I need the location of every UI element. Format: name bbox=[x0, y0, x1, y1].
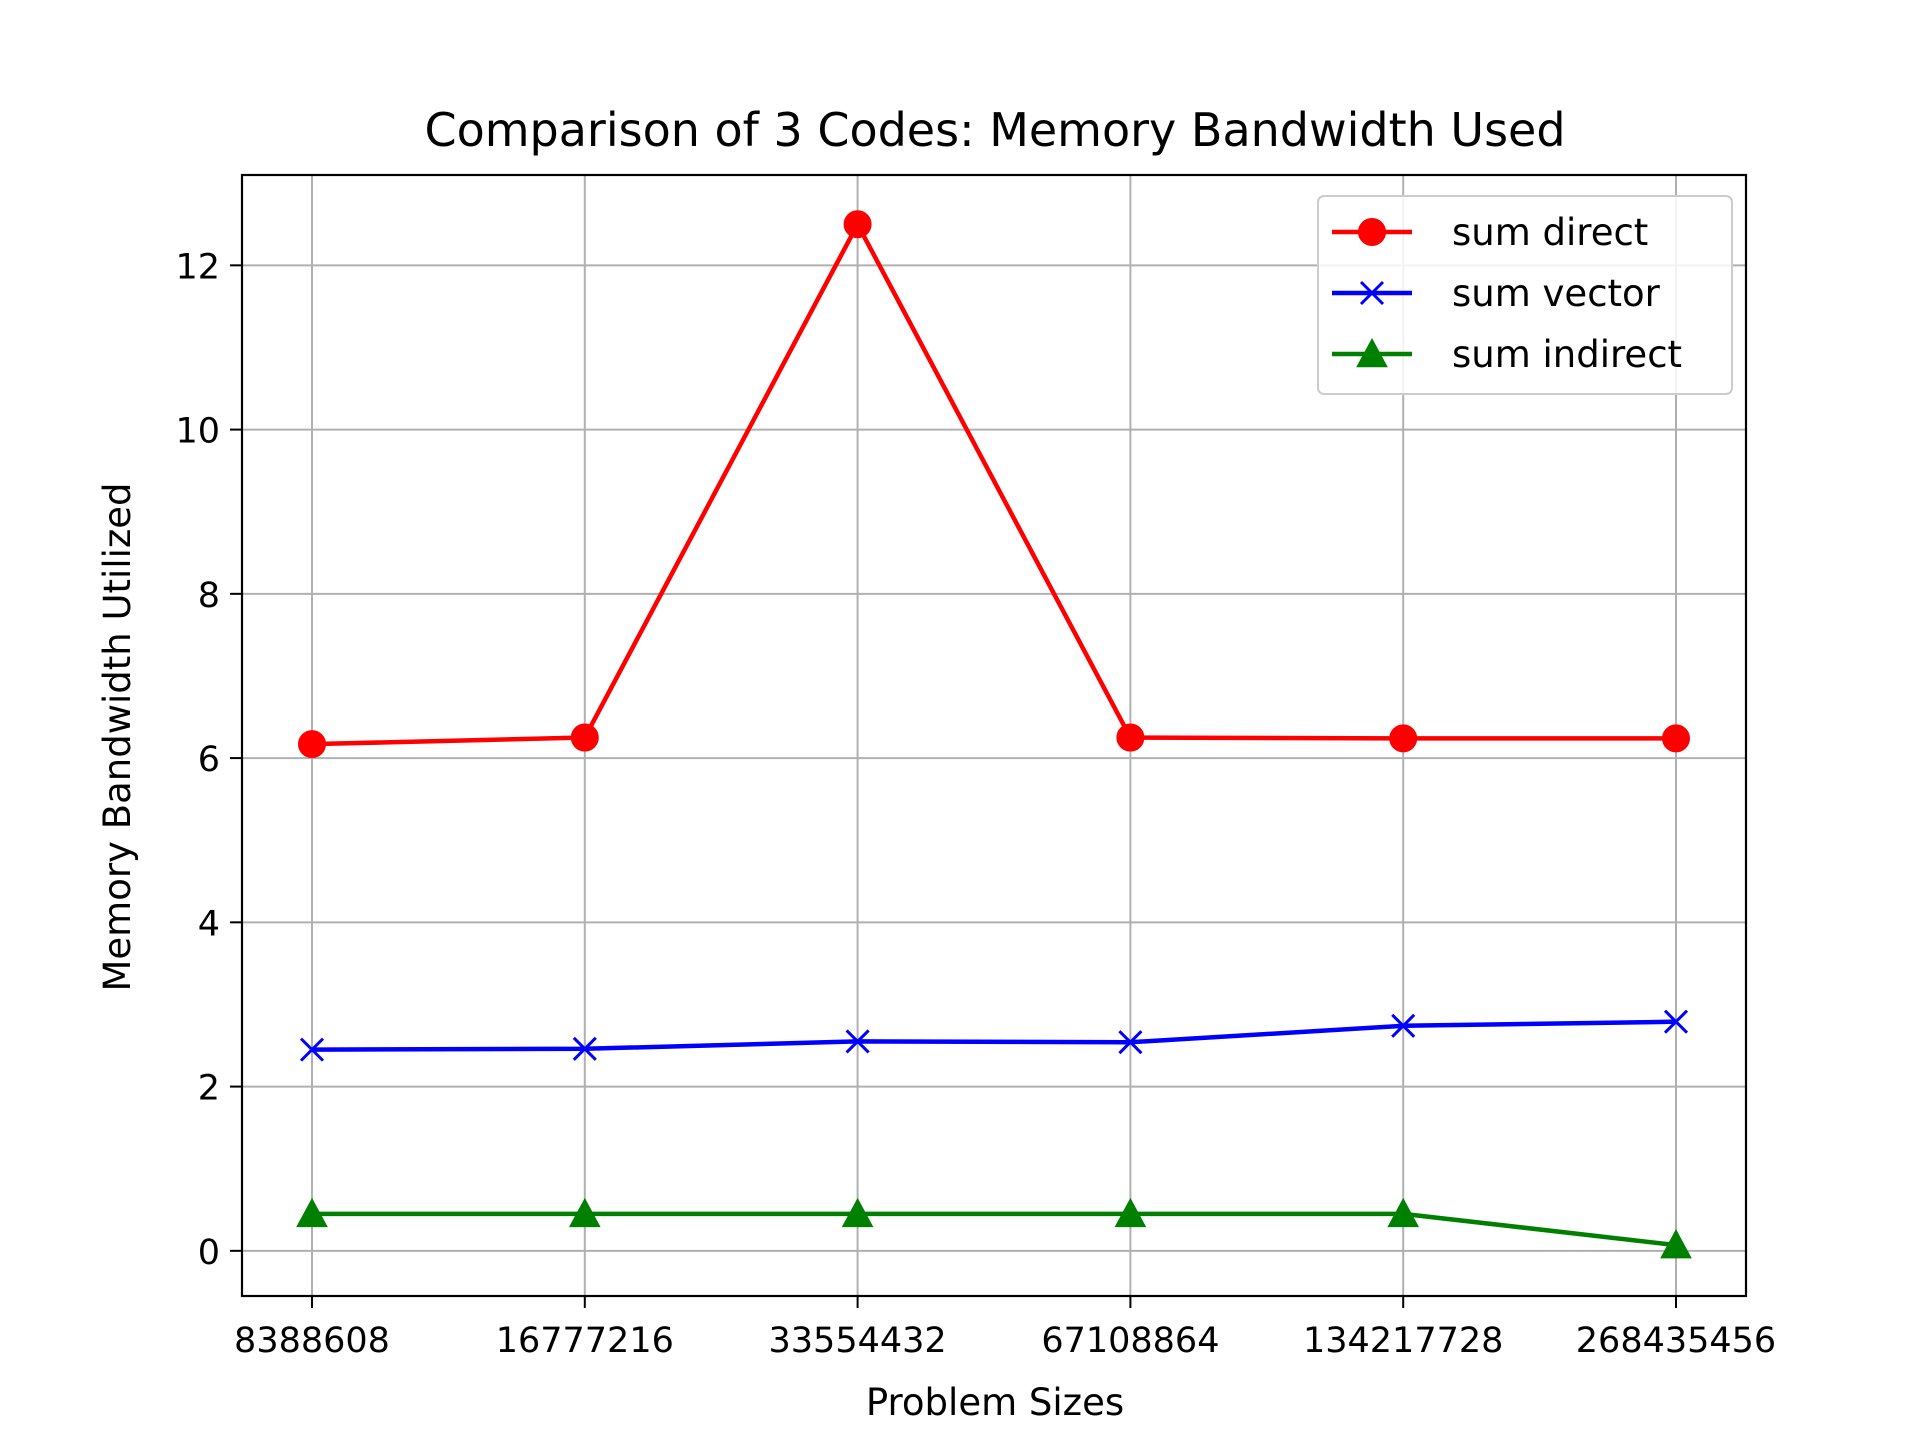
x-tick-label: 268435456 bbox=[1576, 1321, 1776, 1361]
y-tick-label: 0 bbox=[198, 1233, 220, 1273]
data-point bbox=[1116, 723, 1145, 752]
data-point bbox=[1391, 1013, 1416, 1038]
legend-swatch-marker bbox=[1356, 337, 1388, 368]
series-line bbox=[309, 222, 1679, 747]
x-tick-label: 33554432 bbox=[769, 1321, 947, 1361]
data-point bbox=[1118, 1030, 1143, 1055]
data-point bbox=[572, 1036, 597, 1061]
legend-swatch-marker bbox=[1359, 280, 1385, 306]
data-point bbox=[1114, 1197, 1147, 1228]
data-point bbox=[1387, 1197, 1420, 1228]
y-tick-label: 8 bbox=[198, 576, 220, 616]
series-sum-vector bbox=[299, 1009, 1689, 1062]
data-point bbox=[298, 730, 326, 759]
series-layer bbox=[296, 210, 1692, 1259]
y-tick-label: 4 bbox=[198, 904, 220, 944]
chart-title: Comparison of 3 Codes: Memory Bandwidth … bbox=[424, 103, 1565, 157]
legend-entry: sum vector bbox=[1332, 272, 1661, 315]
legend: sum direct sum vector sum indirect bbox=[1317, 195, 1733, 395]
data-point bbox=[570, 723, 599, 752]
data-point bbox=[1663, 1009, 1689, 1034]
x-axis-ticks: 8388608 16777216 33554432 67108864 134217728… bbox=[234, 1296, 1776, 1361]
series-line bbox=[309, 1019, 1679, 1052]
data-point bbox=[843, 210, 872, 239]
data-point bbox=[299, 1037, 325, 1062]
y-tick-label: 12 bbox=[175, 247, 220, 287]
legend-label: sum vector bbox=[1452, 272, 1661, 315]
data-point bbox=[841, 1197, 874, 1228]
y-tick-label: 10 bbox=[175, 412, 220, 452]
series-line bbox=[309, 1211, 1679, 1248]
y-axis-label: Memory Bandwidth Utilized bbox=[96, 482, 139, 991]
x-tick-label: 16777216 bbox=[496, 1321, 674, 1361]
x-tick-label: 8388608 bbox=[234, 1321, 390, 1361]
series-sum-indirect bbox=[296, 1197, 1692, 1259]
x-tick-label: 67108864 bbox=[1041, 1321, 1219, 1361]
legend-label: sum direct bbox=[1452, 211, 1648, 254]
plot-frame bbox=[240, 173, 1748, 1298]
y-tick-label: 2 bbox=[198, 1069, 220, 1109]
y-axis-ticks: 0 2 4 6 8 10 12 bbox=[175, 247, 242, 1273]
y-tick-label: 6 bbox=[198, 740, 220, 780]
legend-entry: sum indirect bbox=[1332, 333, 1682, 376]
legend-swatch-marker bbox=[1358, 218, 1386, 246]
data-point bbox=[1389, 724, 1418, 753]
series-sum-direct bbox=[298, 210, 1690, 759]
legend-box bbox=[1317, 195, 1733, 395]
data-point bbox=[1660, 1229, 1692, 1259]
data-point bbox=[568, 1197, 601, 1228]
x-axis-label: Problem Sizes bbox=[866, 1381, 1124, 1424]
data-point bbox=[845, 1029, 870, 1054]
data-point bbox=[296, 1197, 328, 1228]
legend-label: sum indirect bbox=[1452, 333, 1682, 376]
legend-entry: sum direct bbox=[1332, 211, 1648, 254]
x-tick-label: 134217728 bbox=[1303, 1321, 1503, 1361]
data-point bbox=[1662, 724, 1690, 753]
